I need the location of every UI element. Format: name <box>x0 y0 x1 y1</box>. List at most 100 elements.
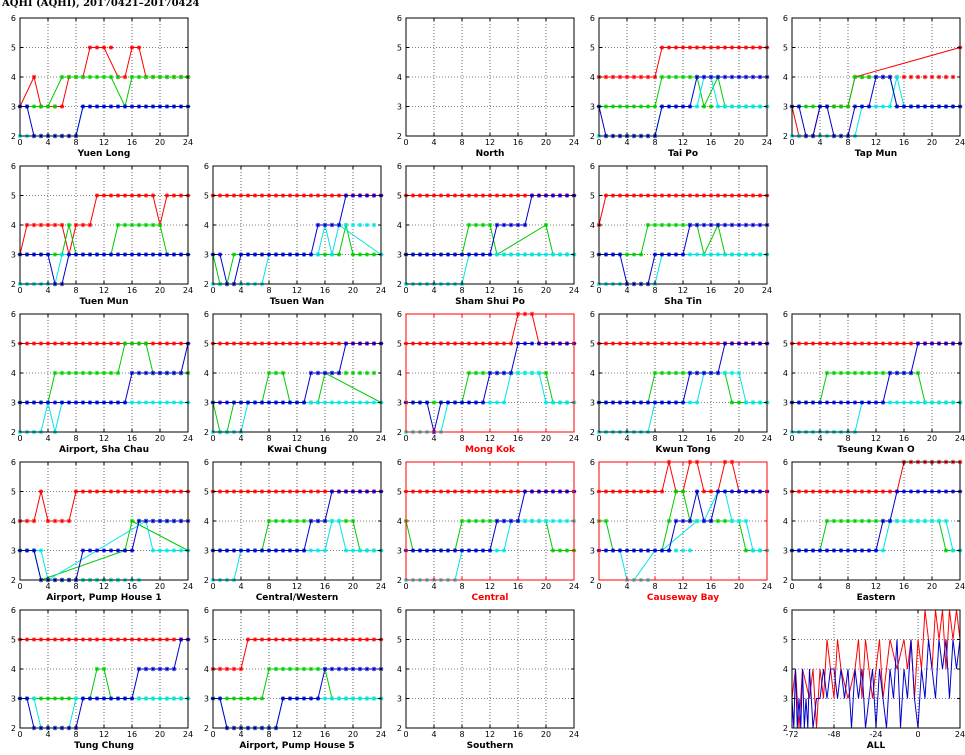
point-marker-blue <box>757 341 763 346</box>
point-marker-blue <box>371 341 377 346</box>
point-marker-red <box>638 193 644 198</box>
point-marker-green <box>122 341 128 346</box>
point-marker-cyan <box>350 400 356 405</box>
series-line-red <box>792 461 960 492</box>
point-marker-green <box>715 518 721 524</box>
x-tick-label: 4 <box>45 582 50 591</box>
point-marker-blue <box>624 548 630 553</box>
panel-title: Tsuen Wan <box>270 297 324 307</box>
point-marker-red <box>508 341 514 346</box>
x-tick-label: 4 <box>624 434 629 443</box>
point-marker-green <box>294 666 300 672</box>
point-marker-cyan <box>178 548 184 553</box>
point-marker-cyan <box>171 696 177 701</box>
point-marker-red <box>715 45 721 50</box>
point-marker-green <box>617 104 623 109</box>
point-marker-blue <box>880 74 886 80</box>
point-marker-red <box>922 74 928 80</box>
series-line-cyan <box>599 254 767 285</box>
point-marker-cyan <box>501 252 507 257</box>
point-marker-red <box>31 74 37 80</box>
point-marker-red <box>73 341 79 346</box>
point-marker-blue <box>880 400 886 405</box>
point-marker-blue <box>459 548 465 553</box>
point-marker-green <box>101 74 107 80</box>
point-marker-blue <box>536 341 542 346</box>
point-marker-red <box>80 222 86 228</box>
point-marker-red <box>164 489 170 494</box>
y-tick-label: 3 <box>11 251 16 260</box>
y-tick-label: 5 <box>590 340 595 349</box>
y-tick-label: 5 <box>783 636 788 645</box>
point-marker-blue <box>473 252 479 257</box>
point-marker-blue <box>757 222 763 228</box>
point-marker-cyan <box>729 370 735 376</box>
panel-title: Airport, Pump House 5 <box>239 741 354 751</box>
x-tick-label: 8 <box>73 730 78 739</box>
point-marker-cyan <box>315 400 321 405</box>
point-marker-green <box>722 518 728 524</box>
point-marker-blue <box>259 548 265 553</box>
point-marker-blue <box>680 252 686 257</box>
point-marker-red <box>410 489 416 494</box>
point-marker-cyan <box>164 400 170 405</box>
point-marker-blue <box>178 518 184 524</box>
y-tick-label: 5 <box>590 488 595 497</box>
point-marker-red <box>757 193 763 198</box>
point-marker-blue <box>729 489 735 494</box>
point-marker-blue <box>315 222 321 228</box>
point-marker-green <box>357 252 363 257</box>
panel-sham-shui-po: 0 4 8 12 16 20 24 2 3 4 5 6 Sham Shui Po <box>397 162 579 307</box>
point-marker-blue <box>336 222 342 228</box>
point-marker-blue <box>73 400 79 405</box>
point-marker-cyan <box>515 370 521 376</box>
point-marker-blue <box>817 400 823 405</box>
point-marker-cyan <box>143 696 149 701</box>
point-marker-green <box>59 370 65 376</box>
x-tick-label: 20 <box>927 434 937 443</box>
point-marker-blue <box>108 548 114 553</box>
point-marker-red <box>336 193 342 198</box>
point-marker-blue <box>950 341 956 346</box>
y-tick-label: 3 <box>397 547 402 556</box>
point-marker-green <box>673 489 679 494</box>
point-marker-blue <box>129 696 135 701</box>
y-tick-label: 4 <box>590 221 595 230</box>
x-tick-label: 16 <box>127 286 137 295</box>
point-marker-green <box>729 400 735 405</box>
point-marker-green <box>259 696 265 701</box>
panel-title: Tap Mun <box>855 149 897 159</box>
point-marker-blue <box>322 222 328 228</box>
point-marker-blue <box>694 222 700 228</box>
x-tick-label: 20 <box>734 434 744 443</box>
x-tick-label: 24 <box>183 730 193 739</box>
point-marker-cyan <box>936 400 942 405</box>
point-marker-blue <box>424 400 430 405</box>
point-marker-red <box>150 193 156 198</box>
x-tick-label: 4 <box>45 434 50 443</box>
point-marker-cyan <box>757 400 763 405</box>
point-marker-green <box>73 370 79 376</box>
point-marker-blue <box>24 400 30 405</box>
point-marker-blue <box>652 400 658 405</box>
point-marker-blue <box>915 489 921 494</box>
point-marker-green <box>743 548 749 553</box>
point-marker-cyan <box>736 104 742 109</box>
point-marker-red <box>108 341 114 346</box>
point-marker-blue <box>101 548 107 553</box>
point-marker-blue <box>838 400 844 405</box>
point-marker-green <box>459 518 465 524</box>
point-marker-blue <box>178 104 184 109</box>
point-marker-blue <box>273 548 279 553</box>
point-marker-red <box>487 341 493 346</box>
point-marker-blue <box>266 400 272 405</box>
point-marker-blue <box>308 252 314 257</box>
y-tick-label: 6 <box>783 458 788 467</box>
point-marker-blue <box>94 696 100 701</box>
point-marker-cyan <box>922 518 928 524</box>
point-marker-red <box>501 193 507 198</box>
point-marker-cyan <box>543 400 549 405</box>
point-marker-red <box>129 45 135 50</box>
point-marker-blue <box>915 341 921 346</box>
